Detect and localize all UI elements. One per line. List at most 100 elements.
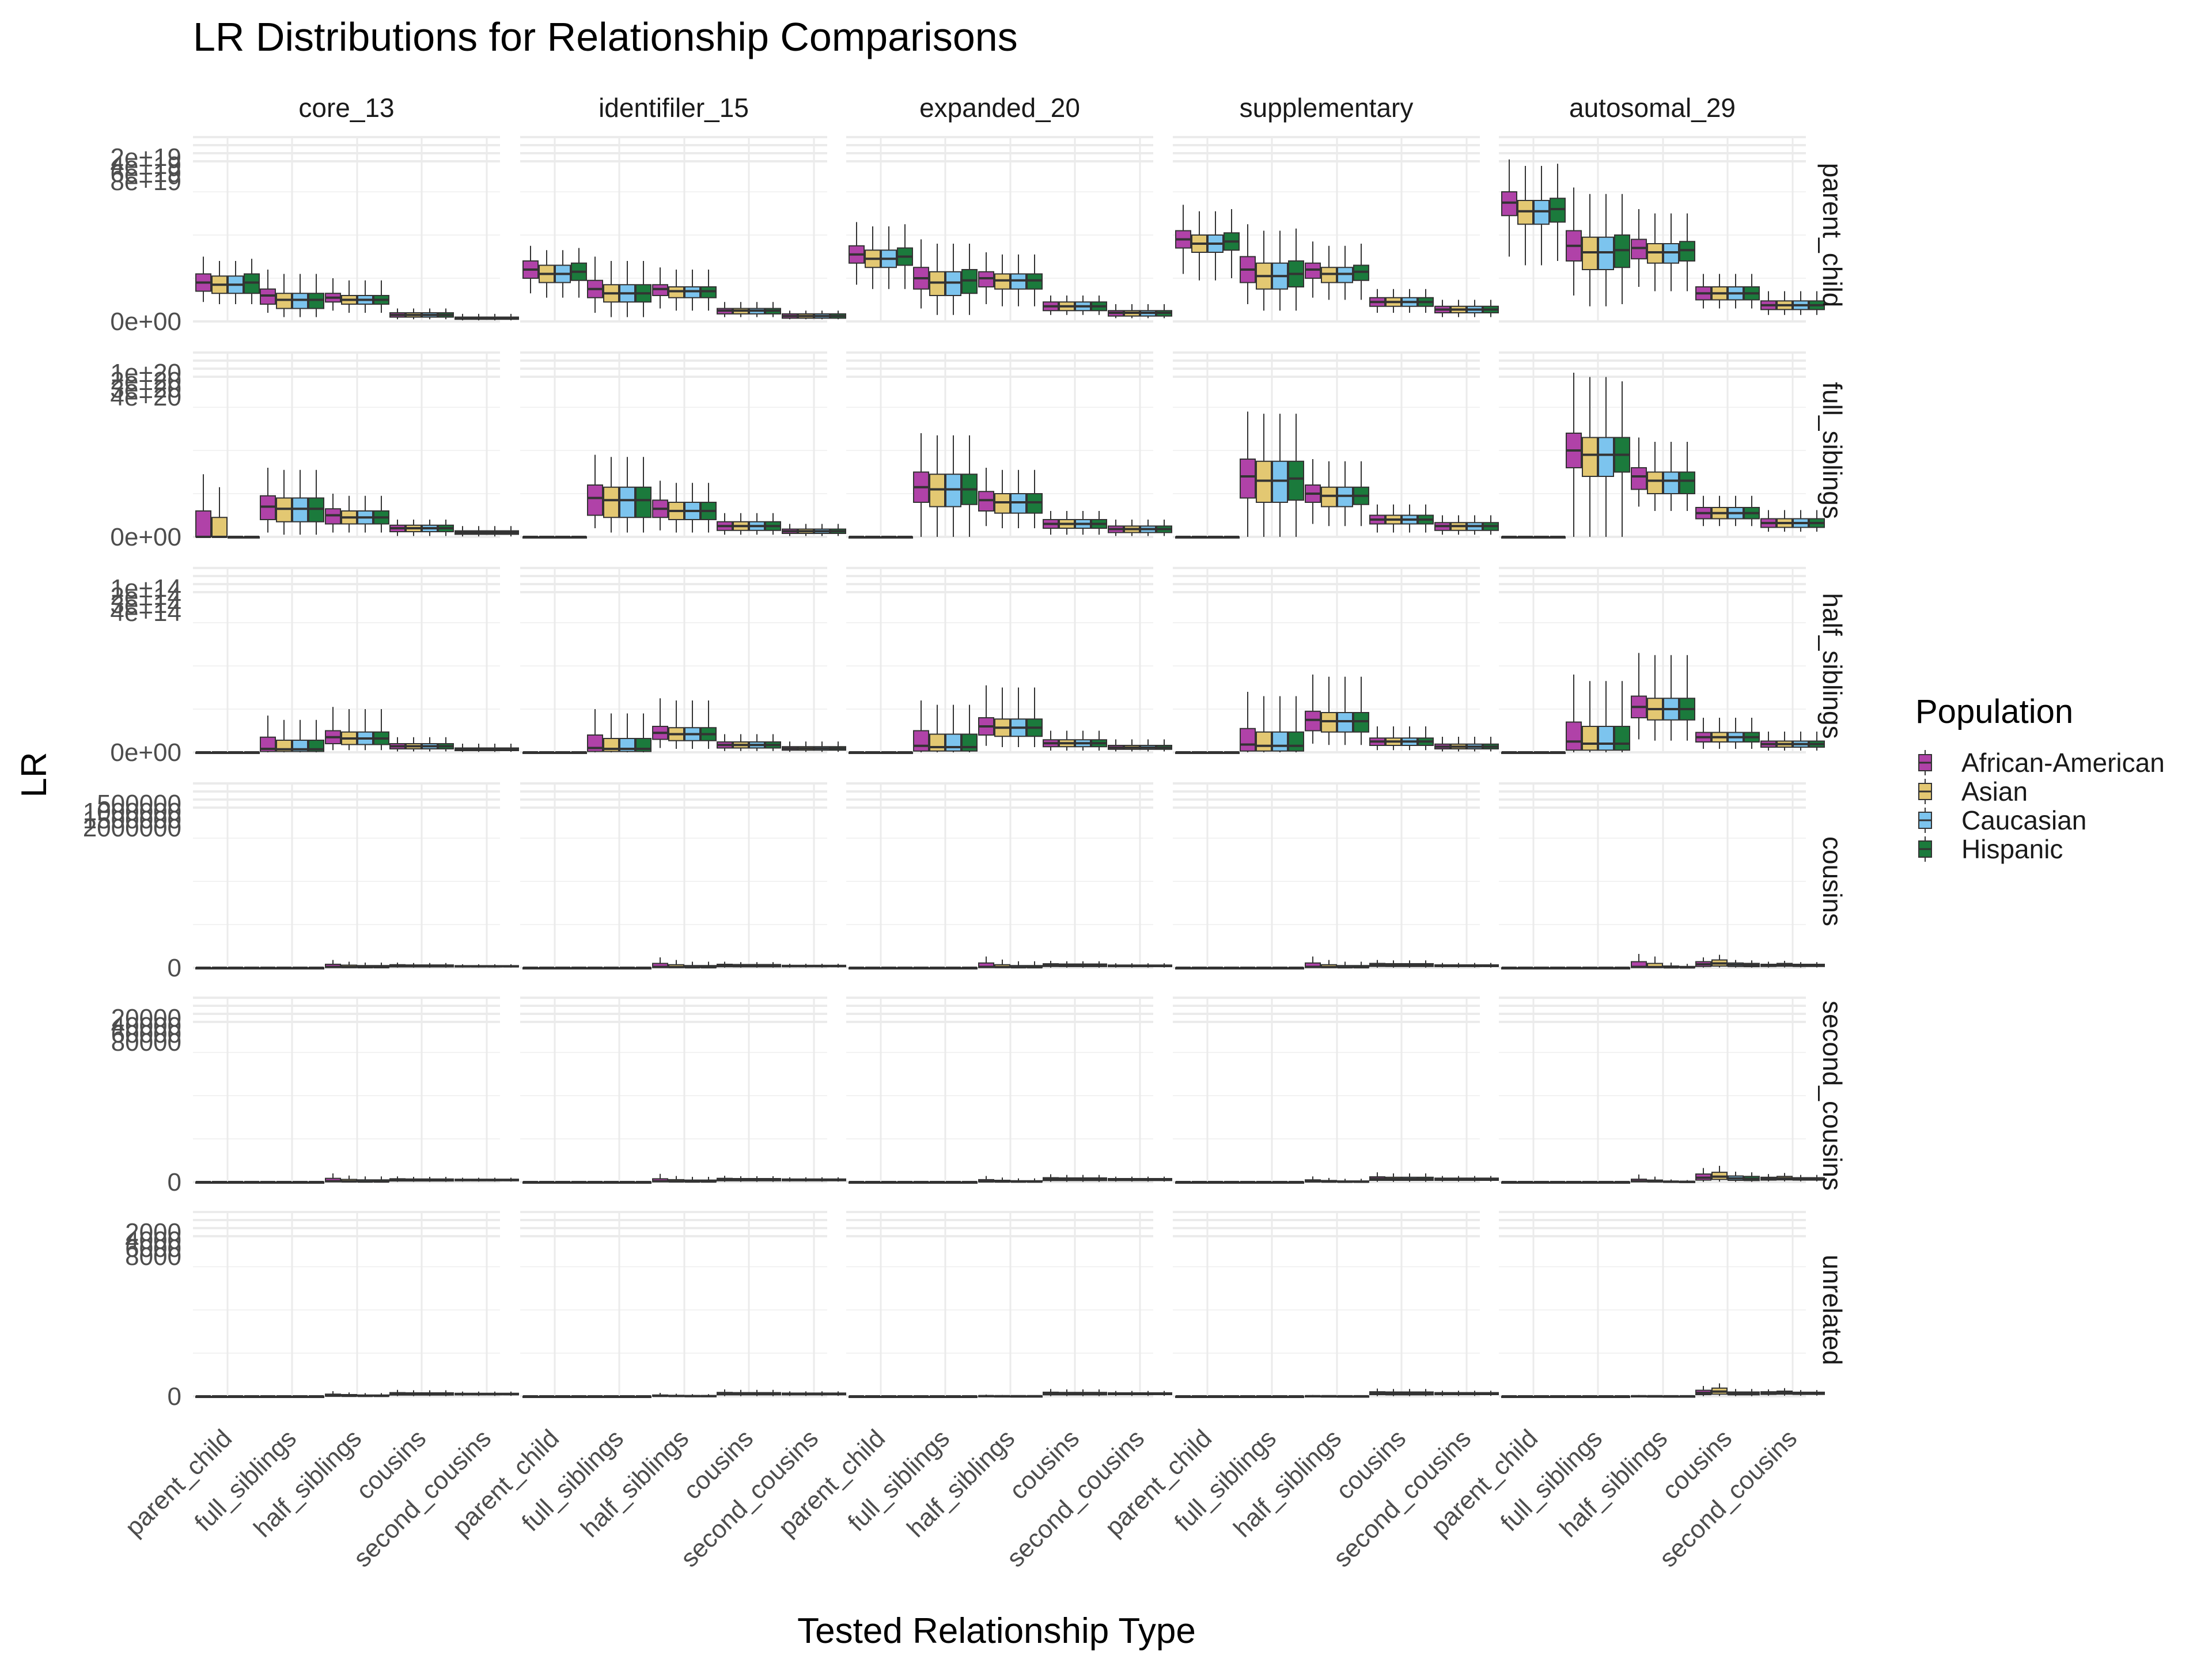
box-half_siblings-African-American — [652, 698, 668, 748]
box-full_siblings-Caucasian — [292, 967, 308, 969]
box-half_siblings-Hispanic — [1353, 1179, 1369, 1183]
box-parent_child-Hispanic — [244, 536, 260, 539]
box-second_cousins-Caucasian — [1467, 515, 1483, 535]
box-parent_child-Hispanic — [1224, 967, 1240, 969]
box-cousins-Hispanic — [1418, 504, 1434, 533]
box-second_cousins-Asian — [1450, 737, 1467, 752]
legend-key-African-American: African-American — [1918, 748, 2165, 778]
box-half_siblings-Asian — [1321, 960, 1337, 968]
box-half_siblings-Hispanic — [1027, 1395, 1043, 1398]
box-cousins-African-American — [1043, 1389, 1059, 1396]
y-tick-label: 8000 — [125, 1243, 181, 1271]
box-full_siblings-Caucasian — [945, 967, 961, 969]
box-half_siblings-Caucasian — [1010, 1178, 1027, 1183]
box-cousins-Caucasian — [749, 734, 765, 751]
legend-label: Asian — [1961, 777, 2028, 806]
box-parent_child-Hispanic — [897, 536, 913, 539]
box-full_siblings-African-American — [587, 709, 603, 752]
box-second_cousins-African-American — [454, 313, 471, 321]
box-cousins-Asian — [1385, 504, 1402, 533]
box-full_siblings-Hispanic — [1288, 1181, 1304, 1184]
box-half_siblings-Caucasian — [1337, 461, 1353, 527]
box-cousins-Caucasian — [1075, 1175, 1091, 1182]
box-full_siblings-Asian — [603, 713, 619, 752]
box-parent_child-Hispanic — [1550, 536, 1566, 539]
box-second_cousins-Hispanic — [1483, 515, 1499, 535]
box-full_siblings-Hispanic — [635, 457, 652, 533]
box-cousins-Asian — [733, 734, 749, 751]
box-cousins-Hispanic — [1744, 1389, 1760, 1396]
box-half_siblings-Hispanic — [1353, 461, 1369, 527]
box-half_siblings-African-American — [325, 1391, 341, 1397]
box-parent_child-African-American — [195, 256, 211, 302]
box-parent_child-Hispanic — [1550, 164, 1566, 261]
box-parent_child-Hispanic — [897, 1181, 913, 1184]
box-parent_child-African-American — [849, 1181, 865, 1184]
box-full_siblings-African-American — [260, 967, 276, 969]
box-parent_child-African-American — [522, 1181, 539, 1184]
box-half_siblings-Hispanic — [373, 709, 389, 751]
box-cousins-Asian — [1059, 296, 1075, 315]
box-second_cousins-African-American — [1760, 291, 1777, 315]
box-second_cousins-Hispanic — [1483, 963, 1499, 968]
box-parent_child-African-American — [849, 967, 865, 969]
box-cousins-Asian — [1711, 495, 1728, 527]
box-cousins-Caucasian — [1728, 1389, 1744, 1396]
box-parent_child-African-American — [522, 1395, 539, 1398]
panel-supplementary-full_siblings — [1173, 351, 1499, 539]
box-parent_child-Caucasian — [1533, 967, 1550, 969]
box-parent_child-African-American — [195, 1181, 211, 1184]
box-parent_child-Caucasian — [1533, 751, 1550, 754]
box-full_siblings-Asian — [603, 261, 619, 317]
box-cousins-African-American — [1695, 957, 1711, 968]
box-cousins-Caucasian — [1075, 730, 1091, 751]
box-iqr — [1598, 437, 1614, 477]
y-tick-label: 500000 — [97, 790, 181, 818]
box-parent_child-Asian — [1191, 211, 1207, 281]
box-half_siblings-Caucasian — [1337, 676, 1353, 745]
box-cousins-Asian — [1385, 1173, 1402, 1182]
box-half_siblings-African-American — [325, 494, 341, 533]
box-full_siblings-Asian — [1582, 967, 1598, 969]
box-second_cousins-Caucasian — [1140, 304, 1156, 319]
box-full_siblings-African-American — [587, 1181, 603, 1184]
box-full_siblings-Asian — [1256, 1395, 1272, 1398]
box-full_siblings-African-American — [1240, 692, 1256, 752]
box-second_cousins-African-American — [1434, 963, 1450, 968]
box-parent_child-Asian — [1517, 166, 1533, 266]
box-full_siblings-Asian — [1582, 681, 1598, 752]
box-parent_child-African-American — [1175, 751, 1191, 754]
box-full_siblings-Hispanic — [308, 274, 324, 317]
box-cousins-Asian — [1711, 274, 1728, 309]
box-parent_child-Caucasian — [1207, 211, 1224, 281]
box-parent_child-Hispanic — [244, 967, 260, 969]
panel-autosomal_29-half_siblings — [1499, 567, 1825, 754]
box-full_siblings-Hispanic — [961, 244, 978, 315]
box-second_cousins-Asian — [1124, 1176, 1140, 1182]
box-parent_child-Caucasian — [1207, 967, 1224, 969]
legend-key-Caucasian: Caucasian — [1918, 805, 2086, 835]
row-strip-unrelated: unrelated — [1817, 1255, 1847, 1365]
box-iqr — [1240, 459, 1256, 499]
col-strip-expanded_20: expanded_20 — [919, 93, 1080, 123]
box-cousins-Asian — [733, 513, 749, 535]
box-full_siblings-Hispanic — [308, 967, 324, 969]
box-full_siblings-Hispanic — [961, 967, 978, 969]
box-half_siblings-African-American — [1631, 437, 1647, 507]
y-tick-label: 4e+14 — [110, 599, 181, 627]
box-half_siblings-Caucasian — [357, 709, 373, 751]
box-half_siblings-Caucasian — [684, 700, 700, 749]
box-full_siblings-African-American — [1240, 411, 1256, 537]
panel-identifiler_15-unrelated — [520, 1211, 846, 1398]
box-parent_child-Caucasian — [1533, 1181, 1550, 1184]
box-parent_child-African-American — [1175, 1395, 1191, 1398]
box-parent_child-Hispanic — [571, 751, 587, 754]
box-cousins-Caucasian — [422, 308, 438, 320]
box-full_siblings-Hispanic — [635, 967, 652, 969]
box-second_cousins-Caucasian — [1467, 300, 1483, 317]
y-tick-label: 80000 — [111, 1028, 181, 1056]
panel-autosomal_29-full_siblings — [1499, 351, 1825, 539]
box-second_cousins-Caucasian — [814, 1177, 830, 1182]
